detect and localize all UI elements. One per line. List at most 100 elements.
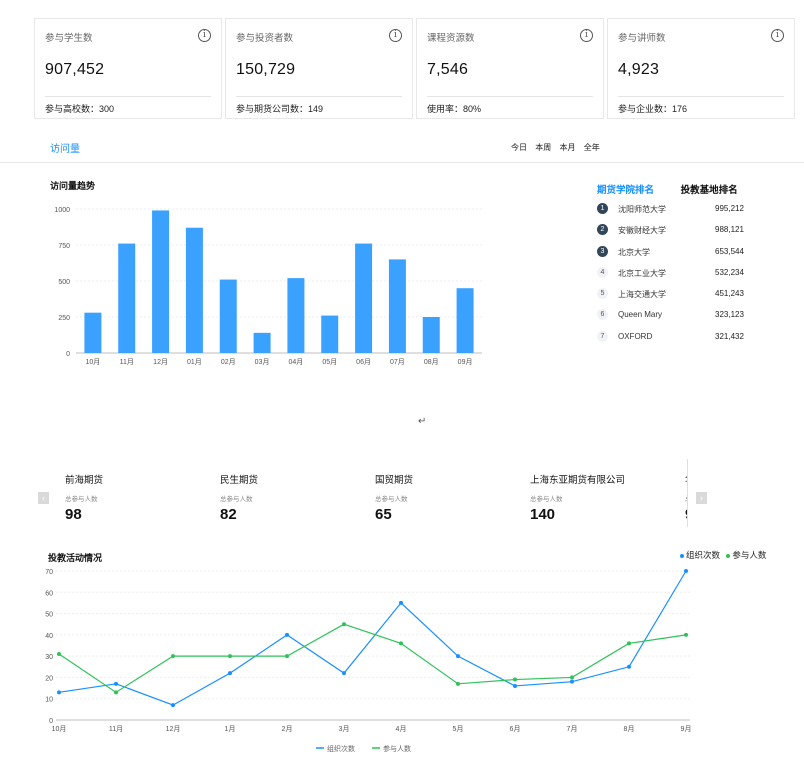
bar (321, 315, 339, 353)
stat-title: 参与学生数 (45, 33, 93, 44)
info-circle-icon[interactable]: i (389, 29, 402, 42)
rank-name: 沈阳师范大学 (618, 205, 666, 214)
rank-badge: 2 (597, 224, 608, 236)
carousel-next-button[interactable]: › (696, 492, 707, 504)
stat-value: 7,546 (427, 61, 469, 78)
visits-chart-title: 访问量趋势 (50, 181, 96, 191)
tab-base-ranking[interactable]: 投教基地排名 (680, 185, 738, 196)
ranking-list: 1 沈阳师范大学 995,212 2 安徽财经大学 988,121 3 北京大学… (597, 202, 757, 351)
x-tick-label: 5月 (453, 725, 464, 733)
visits-bar-chart: 0 250 500 750 1000 10月 11月 12月 01月 02月 03月 04月 05月 06… (54, 207, 482, 366)
data-point (57, 690, 61, 695)
bar (456, 288, 474, 353)
y-tick-label: 70 (45, 569, 53, 576)
company-carousel: ‹ 前海期货 总参与人数 98 民生期货 总参与人数 82 国贸期货 总参与人数… (38, 459, 710, 527)
rank-name: 北京工业大学 (618, 268, 666, 278)
rank-value: 988,121 (715, 225, 744, 235)
data-point (57, 652, 61, 657)
rank-value: 653,544 (715, 246, 744, 256)
stat-card-courses: 课程资源数 i 7,546 使用率：80% (416, 18, 604, 119)
x-tick-label: 10月 (86, 358, 101, 366)
legend-label[interactable]: 组织次数 (686, 550, 721, 560)
participants-label: 总 (685, 493, 687, 503)
divider (618, 96, 784, 97)
x-tick-label: 3月 (339, 725, 350, 733)
info-circle-icon[interactable]: i (198, 29, 211, 42)
data-point (228, 671, 232, 676)
participants-label: 总参与人数 (375, 496, 408, 503)
x-tick-label: 02月 (221, 358, 236, 366)
stat-title: 参与投资者数 (236, 33, 294, 44)
range-year[interactable]: 全年 (583, 143, 600, 152)
range-week[interactable]: 本周 (535, 143, 552, 152)
x-tick-label: 11月 (120, 358, 134, 366)
activity-chart-title: 投教活动情况 (48, 553, 103, 563)
rank-badge: 1 (597, 203, 608, 214)
y-tick-label: 500 (58, 279, 70, 286)
y-tick-label: 60 (45, 590, 53, 597)
x-tick-label: 01月 (187, 358, 202, 366)
x-tick-label: 6月 (510, 725, 521, 733)
stat-title: 课程资源数 (427, 33, 475, 44)
info-circle-icon[interactable]: i (771, 29, 784, 42)
stat-card-students: 参与学生数 i 907,452 参与高校数：300 (34, 18, 222, 119)
tab-college-ranking[interactable]: 期货学院排名 (597, 185, 655, 196)
legend-dot (680, 553, 684, 558)
bar (219, 279, 237, 353)
data-point (627, 641, 631, 646)
y-tick-label: 250 (58, 315, 70, 322)
rank-badge: 4 (597, 266, 608, 278)
participants-value: 9 (685, 506, 687, 523)
data-point (684, 632, 688, 637)
x-tick-label: 1月 (225, 725, 236, 733)
x-tick-label: 11月 (109, 725, 123, 733)
x-tick-label: 04月 (289, 358, 304, 366)
data-point (570, 675, 574, 680)
rank-value: 321,432 (715, 331, 744, 341)
company-name: 华 (685, 472, 687, 486)
x-tick-label: 12月 (166, 725, 181, 733)
list-item: 7 OXFORD 321,432 (597, 330, 757, 351)
list-item: 5 上海交通大学 451,243 (597, 287, 757, 308)
list-item: 1 沈阳师范大学 995,212 (597, 202, 757, 223)
x-tick-label: 06月 (356, 358, 371, 366)
rank-value: 532,234 (715, 267, 744, 277)
rank-name: 上海交通大学 (618, 290, 666, 300)
rank-badge: 7 (597, 330, 608, 342)
data-point (342, 622, 346, 627)
x-tick-label: 8月 (624, 725, 635, 733)
rank-badge: 5 (597, 288, 608, 300)
x-tick-label: 4月 (396, 725, 407, 733)
rank-badge: 3 (597, 245, 608, 257)
bar (422, 317, 440, 353)
x-tick-label: 10月 (52, 725, 67, 733)
range-today[interactable]: 今日 (511, 143, 527, 152)
company-name: 国贸期货 (375, 475, 414, 486)
bar (253, 332, 271, 353)
x-tick-label: 05月 (322, 358, 337, 366)
return-mark: ↵ (418, 416, 427, 427)
company-name: 前海期货 (65, 475, 104, 486)
y-tick-label: 30 (45, 654, 53, 661)
rank-value: 323,123 (715, 310, 744, 320)
range-month[interactable]: 本月 (559, 143, 576, 152)
tab-visits[interactable]: 访问量 (50, 144, 80, 155)
legend-label: 组织次数 (327, 744, 355, 753)
x-tick-label: 9月 (681, 725, 692, 733)
tab-bar: 访问量 今日 本周 本月 全年 (0, 130, 804, 163)
data-point (456, 654, 460, 659)
x-tick-label: 2月 (282, 725, 293, 733)
rank-name: OXFORD (618, 331, 653, 341)
carousel-prev-button[interactable]: ‹ (38, 492, 49, 504)
y-tick-label: 40 (45, 633, 53, 640)
ranking-tabs: 期货学院排名 投教基地排名 (597, 182, 738, 196)
data-point (513, 683, 517, 688)
y-tick-label: 10 (45, 697, 53, 704)
stat-value: 4,923 (618, 61, 660, 78)
legend-label[interactable]: 参与人数 (732, 550, 767, 560)
rank-value: 451,243 (715, 289, 744, 299)
info-circle-icon[interactable]: i (580, 29, 593, 42)
data-point (285, 654, 289, 659)
rank-name: 北京大学 (618, 247, 650, 257)
participants-value: 98 (65, 506, 82, 523)
